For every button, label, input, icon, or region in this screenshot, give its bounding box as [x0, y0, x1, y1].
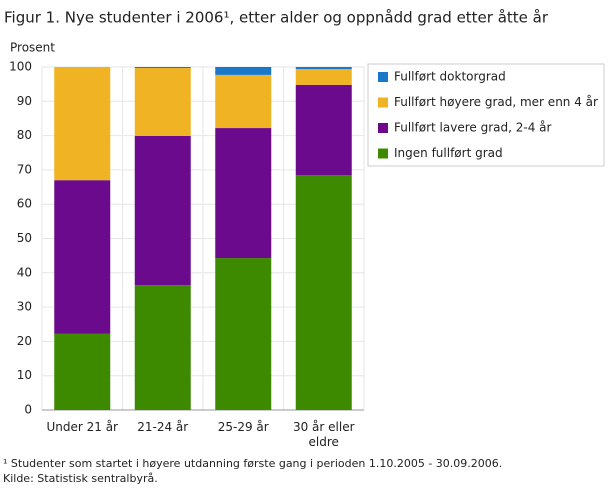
- y-tick-label: 70: [17, 162, 32, 176]
- y-tick-label: 60: [17, 197, 32, 211]
- y-tick-label: 40: [17, 265, 32, 279]
- bar-segment: [295, 69, 352, 85]
- bar-segment: [295, 67, 352, 70]
- bar-segment: [295, 175, 352, 410]
- bar-segment: [215, 67, 272, 75]
- footnote: ¹ Studenter som startet i høyere utdanni…: [3, 457, 502, 470]
- bar-segment: [54, 180, 111, 334]
- bar-segment: [54, 67, 111, 181]
- legend-swatch: [378, 97, 388, 108]
- x-tick-label: Under 21 år: [46, 420, 118, 434]
- legend-label: Fullført doktorgrad: [394, 70, 506, 84]
- legend-label: Fullført høyere grad, mer enn 4 år: [394, 95, 598, 109]
- legend-label: Fullført lavere grad, 2-4 år: [394, 121, 551, 135]
- bar-segment: [54, 333, 111, 410]
- bar-segment: [215, 74, 272, 129]
- bar-segment: [295, 84, 352, 176]
- x-tick-label: 25-29 år: [217, 420, 269, 434]
- bar-segment: [134, 67, 191, 69]
- bar-segment: [134, 135, 191, 286]
- y-tick-label: 50: [17, 231, 32, 245]
- bar-segment: [134, 68, 191, 136]
- chart-title: Figur 1. Nye studenter i 2006¹, etter al…: [4, 9, 549, 27]
- y-tick-label: 90: [17, 94, 32, 108]
- legend-swatch: [378, 148, 388, 159]
- y-tick-label: 30: [17, 300, 32, 314]
- y-tick-label: 20: [17, 334, 32, 348]
- source: Kilde: Statistisk sentralbyrå.: [3, 472, 158, 485]
- x-tick-label: 30 år eller eldre: [292, 420, 355, 449]
- y-tick-label: 100: [9, 60, 32, 74]
- legend-box: [367, 63, 605, 167]
- x-tick-label: 21-24 år: [137, 420, 189, 434]
- y-tick-label: 10: [17, 368, 32, 382]
- bar-segment: [215, 258, 272, 410]
- bar-segment: [215, 128, 272, 259]
- legend-label: Ingen fullført grad: [394, 146, 503, 160]
- y-axis-label: Prosent: [10, 41, 55, 55]
- bar-segment: [134, 285, 191, 410]
- y-tick-label: 80: [17, 128, 32, 142]
- y-tick-label: 0: [24, 403, 32, 417]
- legend-swatch: [378, 72, 388, 82]
- legend-swatch: [378, 123, 388, 133]
